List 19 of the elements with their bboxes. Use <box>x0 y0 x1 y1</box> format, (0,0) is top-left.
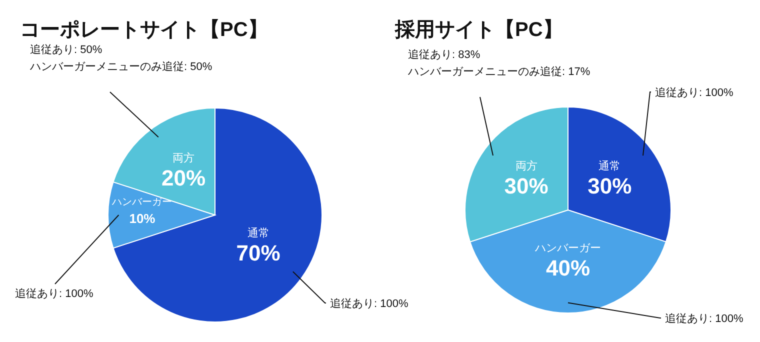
data-label: 70% <box>236 240 280 266</box>
data-label: 30% <box>588 174 632 199</box>
data-label: 30% <box>504 174 548 199</box>
slice-label: 両方 <box>172 152 195 165</box>
text: 追従あり: 50% ハンバーガーメニューのみ追従: 50% <box>29 44 212 73</box>
data-label: 40% <box>546 256 590 280</box>
data-label: 10% <box>129 211 156 226</box>
chart-title: 採用サイト【PC】 <box>394 19 563 41</box>
text: 追従あり: 100% <box>665 313 744 325</box>
chart-title: コーポレートサイト【PC】 <box>20 19 268 41</box>
text: 追従あり: 100% <box>330 298 408 310</box>
slice-label: 通常 <box>247 226 270 240</box>
data-label: 20% <box>162 166 206 191</box>
slice-label: 通常 <box>598 160 621 173</box>
text: 追従あり: 100% <box>655 87 734 99</box>
slice-label: ハンバーガー <box>534 242 601 254</box>
slice-label: 両方 <box>515 160 538 173</box>
text: 追従あり: 100% <box>15 288 94 300</box>
text: 追従あり: 83% ハンバーガーメニューのみ追従: 17% <box>407 49 590 78</box>
